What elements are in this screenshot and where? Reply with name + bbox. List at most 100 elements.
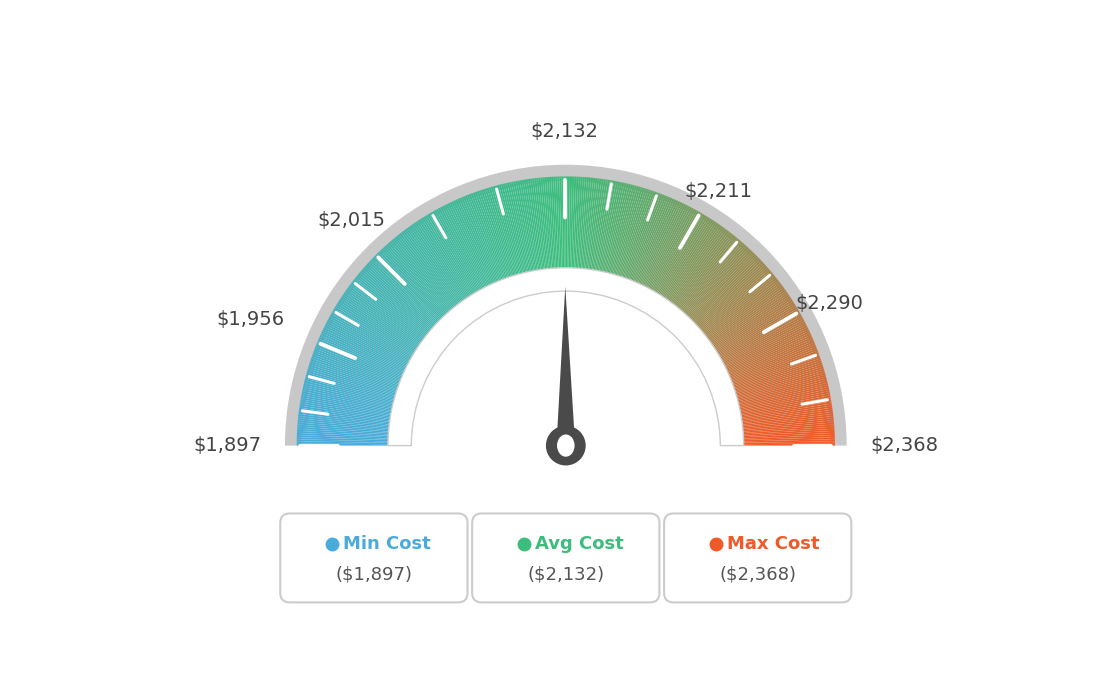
Wedge shape [302, 389, 401, 411]
Wedge shape [482, 189, 514, 285]
Wedge shape [300, 397, 400, 417]
Wedge shape [612, 186, 641, 284]
Wedge shape [718, 327, 808, 373]
Wedge shape [721, 339, 814, 380]
Wedge shape [667, 230, 729, 312]
Wedge shape [562, 177, 564, 277]
Wedge shape [349, 284, 431, 346]
Wedge shape [297, 437, 397, 442]
Wedge shape [652, 215, 707, 302]
Text: $2,290: $2,290 [796, 295, 863, 313]
Wedge shape [591, 179, 608, 279]
Wedge shape [645, 208, 693, 297]
Wedge shape [372, 257, 446, 328]
Wedge shape [475, 192, 510, 287]
Wedge shape [422, 217, 477, 304]
Wedge shape [648, 210, 699, 299]
Wedge shape [297, 426, 397, 435]
Wedge shape [654, 216, 709, 303]
Wedge shape [698, 277, 777, 342]
Wedge shape [304, 381, 402, 406]
Wedge shape [720, 335, 811, 377]
Wedge shape [730, 387, 829, 410]
Wedge shape [614, 188, 645, 284]
Wedge shape [733, 418, 834, 430]
Wedge shape [489, 187, 519, 284]
Wedge shape [729, 377, 827, 404]
Wedge shape [306, 373, 404, 401]
Wedge shape [297, 433, 397, 439]
Wedge shape [285, 165, 847, 446]
Wedge shape [732, 400, 831, 418]
Wedge shape [304, 383, 402, 408]
Wedge shape [388, 242, 455, 319]
Wedge shape [526, 179, 542, 279]
Wedge shape [578, 177, 590, 277]
Wedge shape [403, 230, 465, 312]
Wedge shape [327, 319, 417, 368]
Wedge shape [495, 186, 522, 283]
Wedge shape [425, 215, 479, 302]
Wedge shape [299, 404, 400, 420]
Wedge shape [684, 255, 757, 327]
Wedge shape [728, 373, 826, 401]
Wedge shape [734, 435, 835, 440]
Wedge shape [574, 177, 581, 277]
Wedge shape [690, 264, 766, 333]
Wedge shape [521, 179, 540, 279]
Wedge shape [669, 233, 732, 313]
Wedge shape [487, 188, 518, 284]
Wedge shape [511, 181, 533, 281]
Wedge shape [730, 383, 828, 408]
Wedge shape [301, 393, 401, 414]
Wedge shape [365, 264, 442, 333]
Wedge shape [666, 229, 728, 310]
Wedge shape [301, 395, 401, 415]
Wedge shape [413, 223, 471, 307]
Wedge shape [532, 178, 546, 278]
Wedge shape [714, 318, 804, 366]
Wedge shape [329, 316, 418, 366]
Wedge shape [314, 348, 408, 386]
Wedge shape [657, 219, 713, 305]
Wedge shape [410, 226, 469, 308]
Wedge shape [643, 206, 690, 296]
Wedge shape [647, 210, 698, 299]
Wedge shape [306, 375, 403, 402]
Wedge shape [503, 184, 528, 282]
Wedge shape [340, 298, 425, 354]
Wedge shape [615, 188, 647, 285]
Wedge shape [299, 406, 400, 422]
Wedge shape [577, 177, 587, 277]
Wedge shape [297, 444, 397, 446]
Wedge shape [721, 341, 815, 381]
Wedge shape [490, 186, 520, 284]
Wedge shape [299, 410, 399, 424]
Wedge shape [641, 205, 688, 295]
Wedge shape [558, 177, 562, 277]
Wedge shape [316, 344, 410, 384]
Wedge shape [597, 181, 618, 280]
Wedge shape [412, 291, 720, 446]
Wedge shape [684, 254, 756, 326]
Wedge shape [631, 198, 672, 291]
Wedge shape [603, 183, 627, 282]
Wedge shape [297, 422, 397, 433]
Wedge shape [702, 287, 785, 348]
Wedge shape [724, 353, 819, 388]
Wedge shape [604, 184, 628, 282]
Wedge shape [352, 281, 433, 344]
Wedge shape [360, 270, 437, 337]
Wedge shape [633, 199, 675, 291]
Wedge shape [427, 214, 480, 302]
Wedge shape [404, 229, 466, 310]
Wedge shape [730, 381, 828, 406]
Wedge shape [703, 289, 786, 348]
Wedge shape [347, 287, 429, 348]
Wedge shape [375, 254, 447, 326]
Wedge shape [473, 193, 509, 288]
Wedge shape [323, 327, 414, 373]
Wedge shape [505, 183, 529, 282]
Wedge shape [452, 201, 496, 293]
Wedge shape [733, 410, 832, 424]
